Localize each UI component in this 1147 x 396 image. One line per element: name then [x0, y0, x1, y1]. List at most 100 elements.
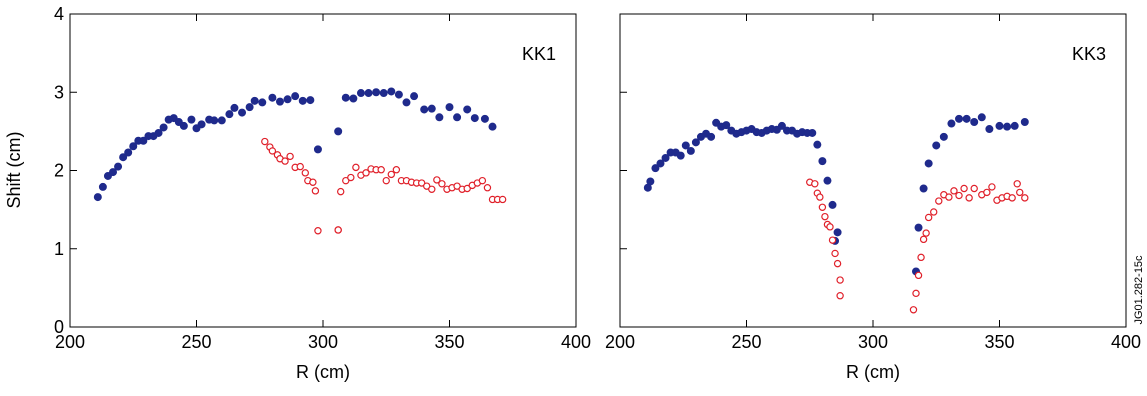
- data-point-open: [347, 173, 355, 182]
- data-point-open: [478, 176, 487, 185]
- data-point-filled: [808, 128, 817, 137]
- series-3: [314, 226, 342, 235]
- x-axis-label: R (cm): [846, 362, 900, 382]
- data-point-filled: [258, 98, 267, 107]
- data-point-open: [334, 226, 342, 234]
- data-point-filled: [109, 168, 118, 177]
- data-point-filled: [379, 89, 388, 98]
- data-point-filled: [970, 117, 979, 126]
- data-point-open: [917, 253, 925, 262]
- data-point-filled: [828, 200, 837, 209]
- data-point-filled: [480, 114, 489, 123]
- data-point-filled: [833, 228, 842, 237]
- data-point-filled: [818, 157, 827, 166]
- x-axis-label: R (cm): [296, 362, 350, 382]
- data-point-filled: [119, 153, 128, 162]
- data-point-open: [912, 289, 920, 298]
- data-point-filled: [275, 97, 284, 106]
- data-point-filled: [445, 103, 454, 112]
- figure-id: JG01.282-15c: [1133, 255, 1145, 325]
- series-1: [93, 87, 497, 202]
- data-point-open: [382, 176, 390, 185]
- data-point-filled: [1020, 117, 1029, 126]
- data-point-filled: [427, 104, 436, 113]
- data-point-filled: [349, 94, 358, 103]
- chart-panel-1: 200 250 300 350 400 0 1 2 3 4 R (cm) KK1: [54, 4, 591, 382]
- data-point-open: [281, 157, 289, 165]
- data-point-filled: [914, 223, 923, 232]
- data-point-filled: [691, 138, 700, 147]
- data-point-filled: [372, 88, 381, 97]
- data-point-open: [261, 137, 269, 146]
- data-point-filled: [364, 89, 373, 98]
- x-tick-label: 400: [561, 332, 591, 352]
- data-point-filled: [453, 113, 462, 122]
- data-point-open: [945, 193, 953, 201]
- data-point-filled: [676, 151, 685, 160]
- series-1: [643, 113, 1029, 276]
- data-point-filled: [291, 92, 300, 101]
- data-point-open: [818, 203, 827, 211]
- data-point-open: [301, 169, 309, 177]
- data-point-filled: [298, 96, 307, 105]
- data-point-filled: [661, 153, 670, 162]
- data-point-filled: [1010, 121, 1019, 130]
- data-point-filled: [387, 87, 396, 96]
- data-point-filled: [334, 127, 343, 136]
- data-point-open: [965, 194, 973, 202]
- data-point-open: [836, 292, 844, 300]
- data-point-open: [811, 180, 819, 188]
- data-point-open: [286, 152, 294, 161]
- data-point-open: [498, 195, 507, 204]
- data-point-open: [1013, 180, 1021, 188]
- y-tick-label: 4: [54, 4, 64, 24]
- y-tick-label: 0: [54, 317, 64, 337]
- data-point-filled: [217, 116, 226, 125]
- data-point-filled: [306, 96, 315, 105]
- data-point-open: [988, 183, 996, 191]
- data-point-open: [311, 187, 320, 195]
- x-tick-label: 350: [434, 332, 464, 352]
- data-point-filled: [225, 110, 234, 119]
- data-point-open: [833, 259, 842, 268]
- y-tick-label: 2: [54, 161, 64, 181]
- data-point-filled: [283, 95, 292, 104]
- data-point-filled: [402, 98, 411, 107]
- data-point-filled: [356, 89, 365, 98]
- data-point-open: [831, 249, 839, 258]
- data-point-open: [919, 235, 928, 244]
- data-point-filled: [210, 116, 219, 125]
- data-point-filled: [268, 93, 277, 102]
- data-point-filled: [410, 92, 419, 101]
- data-point-filled: [919, 184, 928, 193]
- data-point-open: [826, 223, 834, 231]
- data-point-filled: [245, 103, 254, 112]
- data-point-filled: [939, 132, 948, 141]
- data-point-open: [914, 271, 923, 280]
- data-point-filled: [197, 120, 206, 129]
- data-point-open: [438, 180, 446, 188]
- data-point-filled: [124, 148, 133, 157]
- x-tick-label: 400: [1111, 332, 1141, 352]
- data-point-filled: [932, 141, 941, 150]
- data-point-open: [924, 213, 933, 222]
- data-point-filled: [962, 114, 971, 123]
- data-point-filled: [995, 121, 1004, 130]
- data-point-open: [909, 306, 918, 314]
- data-point-open: [483, 184, 492, 192]
- data-point-filled: [250, 96, 259, 105]
- data-point-filled: [154, 128, 163, 137]
- data-point-filled: [139, 136, 148, 145]
- data-point-open: [314, 227, 322, 235]
- data-point-filled: [463, 105, 472, 114]
- data-point-filled: [707, 132, 716, 141]
- x-tick-label: 300: [858, 332, 888, 352]
- data-point-filled: [977, 113, 986, 122]
- data-point-open: [362, 169, 370, 177]
- data-point-filled: [93, 193, 102, 202]
- data-point-filled: [651, 164, 660, 173]
- data-point-open: [935, 197, 943, 205]
- data-point-open: [309, 178, 317, 186]
- data-point-filled: [955, 114, 964, 123]
- data-point-filled: [656, 159, 665, 168]
